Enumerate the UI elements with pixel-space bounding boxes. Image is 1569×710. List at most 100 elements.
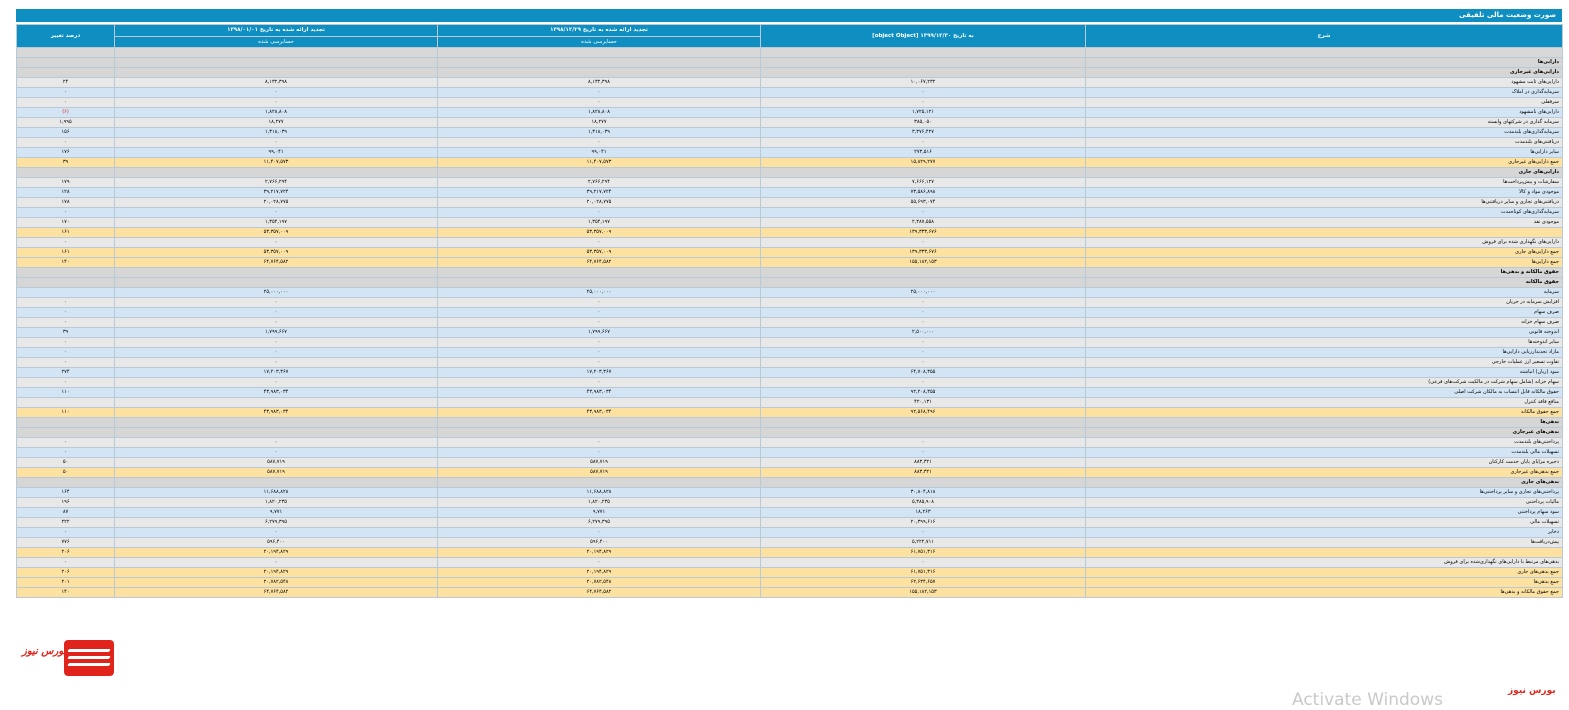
value-col3: ۱,۸۲۸,۸۰۸ [114, 106, 438, 118]
total-row: جمع حقوق مالکانه و بدهی‌ها ۱۵۵,۱۸۲,۱۵۳ ۶۴,… [16, 586, 1563, 598]
table-row: افزایش سرمایه در جریان ۰ ۰ ۰ ۰ [16, 296, 1563, 308]
value-col1: ۰ [760, 526, 1086, 538]
change-percent: ۰ [16, 346, 115, 358]
empty-cell [114, 66, 438, 78]
row-label: منافع فاقد کنترل [1085, 396, 1563, 408]
value-col2: ۰ [437, 356, 761, 368]
value-col3: ۵۳,۳۵۷,۰۰۹ [114, 246, 438, 258]
value-col3: ۲۵,۰۰۰,۰۰۰ [114, 286, 438, 298]
value-col1: ۰ [760, 556, 1086, 568]
value-col3: ۱۱,۶۸۸,۸۲۸ [114, 486, 438, 498]
change-percent: ۱۵۶ [16, 126, 115, 138]
empty-cell [16, 266, 115, 278]
change-percent: ۳۹ [16, 326, 115, 338]
value-col2: ۰ [437, 376, 761, 388]
row-label: موجودی مواد و کالا [1085, 186, 1563, 198]
value-col2: ۰ [437, 86, 761, 98]
value-col1: ۲,۵۰۰,۰۰۰ [760, 326, 1086, 338]
row-label: سود (زیان) انباشته [1085, 366, 1563, 378]
change-percent [16, 286, 115, 298]
value-col3: ۸,۱۳۲,۳۹۸ [114, 76, 438, 88]
value-col2: ۸,۱۳۲,۳۹۸ [437, 76, 761, 88]
value-col1: ۱۵۵,۱۸۲,۱۵۳ [760, 256, 1086, 268]
value-col2: ۵۳,۳۵۷,۰۰۹ [437, 246, 761, 258]
value-col3: ۰ [114, 446, 438, 458]
row-label: سود سهام پرداختنی [1085, 506, 1563, 518]
change-percent: ۰ [16, 136, 115, 148]
value-col3: ۰ [114, 336, 438, 348]
header-col1: به تاریخ ۱۳۹۹/۱۲/۳۰ [object Object] [760, 24, 1086, 48]
value-col1: ۲۷۳,۵۱۶ [760, 146, 1086, 158]
value-col1: ۶۲,۶۳۴,۶۵۷ [760, 576, 1086, 588]
value-col1: ۳۸۵,۰۵۰ [760, 116, 1086, 128]
table-row: دارایی‌های ثابت مشهود ۱۰,۰۶۷,۲۳۲ ۸,۱۳۲,۳۹۸… [16, 76, 1563, 88]
value-col1: ۸۸۳,۳۲۱ [760, 456, 1086, 468]
value-col1: ۰ [760, 136, 1086, 148]
change-percent: ۰ [16, 236, 115, 248]
change-percent: ۱۷۰ [16, 216, 115, 228]
value-col3: ۱,۳۵۴,۱۹۷ [114, 216, 438, 228]
table-row: سود سهام پرداختنی ۱۸,۲۶۳ ۹,۷۷۱ ۹,۷۷۱ ۸۷ [16, 506, 1563, 518]
value-col2: ۰ [437, 336, 761, 348]
value-col1: ۴۲۰,۱۳۱ [760, 396, 1086, 408]
change-percent [16, 396, 115, 408]
logo-mark-icon [64, 640, 114, 676]
value-col2: ۰ [437, 96, 761, 108]
value-col1: ۱۵۵,۱۸۲,۱۵۳ [760, 586, 1086, 598]
value-col1: ۰ [760, 346, 1086, 358]
table-row: بدهی‌های مرتبط با دارایی‌های نگهداری‌شده… [16, 556, 1563, 568]
row-label: جمع بدهی‌ها [1085, 576, 1563, 588]
table-row: سهام خزانه (شامل سهام شرکت در مالکیت شرک… [16, 376, 1563, 388]
value-col2 [437, 396, 761, 408]
value-col3: ۲۰,۰۲۸,۷۷۵ [114, 196, 438, 208]
table-row: پیش‌دریافت‌ها ۵,۲۲۲,۷۱۱ ۵۹۶,۴۰۰ ۵۹۶,۴۰۰ ۷۷۶ [16, 536, 1563, 548]
value-col3: ۱,۳۱۸,۰۳۹ [114, 126, 438, 138]
empty-cell [16, 276, 115, 288]
section-heading-row: حقوق مالکانه [16, 276, 1563, 288]
empty-cell [16, 47, 115, 58]
row-label: سهام خزانه (شامل سهام شرکت در مالکیت شرک… [1085, 376, 1563, 388]
value-col1: ۰ [760, 336, 1086, 348]
table-row: موجودی نقد ۲,۳۸۷,۵۵۸ ۱,۳۵۴,۱۹۷ ۱,۳۵۴,۱۹۷ ۱۷۰ [16, 216, 1563, 228]
logo-text: بورس نیوز [22, 646, 67, 657]
value-col1: ۰ [760, 316, 1086, 328]
empty-cell [760, 266, 1086, 278]
value-col1: ۲۵,۰۰۰,۰۰۰ [760, 286, 1086, 298]
row-label: حقوق مالکانه قابل انتساب به مالکان شرکت … [1085, 386, 1563, 398]
empty-cell [760, 166, 1086, 178]
table-row: اندوخته قانونی ۲,۵۰۰,۰۰۰ ۱,۷۹۹,۶۶۷ ۱,۷۹۹,۶۶… [16, 326, 1563, 338]
value-col3: ۹۹,۰۴۱ [114, 146, 438, 158]
value-col2: ۱۱,۶۸۸,۸۲۸ [437, 486, 761, 498]
table-row: سفارشات و پیش‌پرداخت‌ها ۷,۶۶۶,۱۲۷ ۲,۷۶۶,۲۹… [16, 176, 1563, 188]
row-label: سرمایه‌گذاری در املاک [1085, 86, 1563, 98]
value-col2: ۵۹۶,۴۰۰ [437, 536, 761, 548]
empty-cell [437, 416, 761, 428]
empty-cell [437, 47, 761, 58]
empty-cell [16, 426, 115, 438]
value-col3: ۰ [114, 206, 438, 218]
empty-cell [760, 66, 1086, 78]
header-change: درصد تغییر [16, 24, 115, 48]
value-col3: ۲۰,۷۸۲,۵۴۸ [114, 576, 438, 588]
empty-cell [760, 47, 1086, 58]
row-label: سرمایه [1085, 286, 1563, 298]
change-percent: ۰ [16, 296, 115, 308]
empty-cell [114, 56, 438, 68]
change-percent: ۰ [16, 336, 115, 348]
row-label: صرف سهام [1085, 306, 1563, 318]
value-col3: ۶,۲۷۹,۳۹۵ [114, 516, 438, 528]
row-label: دارایی‌های نامشهود [1085, 106, 1563, 118]
table-row: دارایی‌های نامشهود ۱,۷۲۵,۱۲۱ ۱,۸۲۸,۸۰۸ ۱,۸۲… [16, 106, 1563, 118]
value-col2: ۴۳,۹۸۳,۰۳۴ [437, 386, 761, 398]
value-col1: ۵۵,۶۹۳,۰۷۴ [760, 196, 1086, 208]
change-percent: ۷۷۶ [16, 536, 115, 548]
empty-cell [114, 476, 438, 488]
value-col2: ۹۹,۰۴۱ [437, 146, 761, 158]
value-col3: ۶۴,۷۶۴,۵۸۲ [114, 256, 438, 268]
windows-activation-watermark: Activate Windows [1292, 690, 1443, 710]
change-percent: ۱۴۰ [16, 586, 115, 598]
row-label: جمع بدهی‌های غیرجاری [1085, 466, 1563, 478]
change-percent: ۰ [16, 446, 115, 458]
change-percent: ۵۰ [16, 456, 115, 468]
empty-cell [437, 266, 761, 278]
